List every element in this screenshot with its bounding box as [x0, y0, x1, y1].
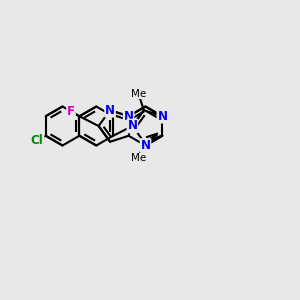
Text: Me: Me — [131, 88, 146, 98]
Text: Cl: Cl — [31, 134, 44, 147]
Text: N: N — [128, 119, 137, 133]
Text: N: N — [158, 110, 167, 123]
Text: Me: Me — [131, 154, 146, 164]
Text: F: F — [67, 105, 75, 118]
Text: N: N — [105, 104, 115, 117]
Text: N: N — [140, 139, 151, 152]
Text: N: N — [124, 110, 134, 123]
